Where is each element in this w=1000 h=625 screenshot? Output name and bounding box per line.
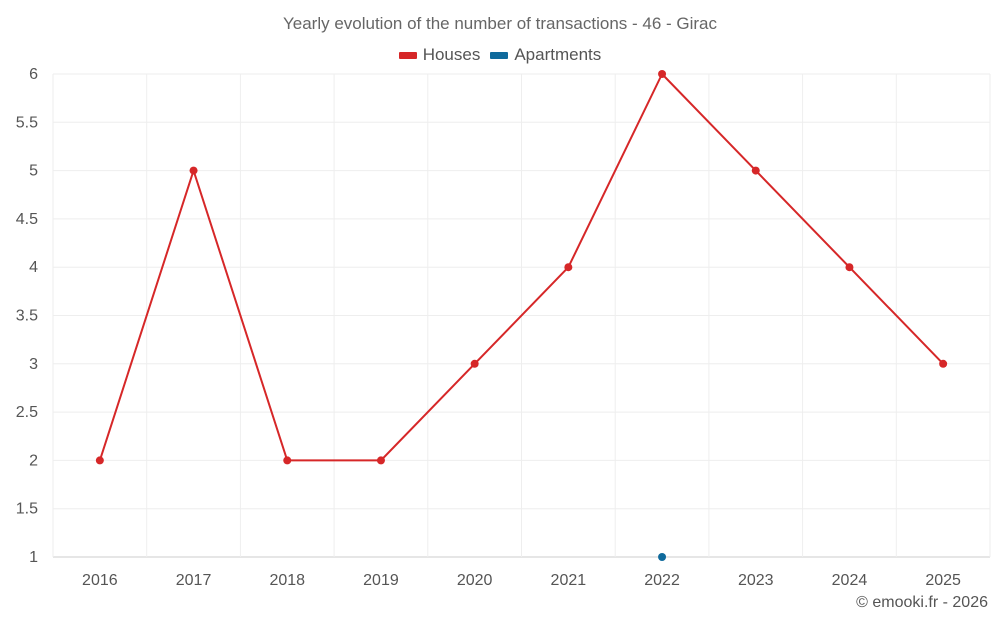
data-point-houses <box>939 359 948 368</box>
y-tick-label: 2.5 <box>16 404 38 421</box>
y-tick-label: 5 <box>29 163 38 180</box>
legend-label-apartments: Apartments <box>514 45 602 64</box>
y-tick-label: 5.5 <box>16 114 38 131</box>
chart-title: Yearly evolution of the number of transa… <box>282 14 718 33</box>
y-tick-label: 4 <box>29 259 38 276</box>
x-tick-label: 2025 <box>925 572 961 589</box>
data-point-houses <box>845 263 854 272</box>
chart-legend: Houses Apartments <box>0 45 1000 65</box>
y-tick-label: 4.5 <box>16 211 38 228</box>
data-point-apartments <box>658 553 667 561</box>
y-tick-label: 1.5 <box>16 501 38 518</box>
data-point-houses <box>189 166 198 175</box>
y-tick-label: 3 <box>29 356 38 373</box>
x-tick-label: 2020 <box>457 572 493 589</box>
x-tick-label: 2018 <box>269 572 305 589</box>
x-tick-label: 2023 <box>738 572 774 589</box>
legend-item-apartments[interactable]: Apartments <box>490 45 601 65</box>
data-point-houses <box>283 456 292 465</box>
data-point-houses <box>751 166 760 175</box>
x-tick-label: 2022 <box>644 572 680 589</box>
data-point-houses <box>95 456 104 465</box>
y-tick-label: 6 <box>29 66 38 83</box>
legend-item-houses[interactable]: Houses <box>398 45 481 65</box>
data-point-houses <box>470 359 479 368</box>
y-tick-label: 1 <box>29 549 38 566</box>
legend-swatch-houses <box>398 51 417 59</box>
x-tick-label: 2017 <box>176 572 212 589</box>
copyright-credit: © emooki.fr - 2026 <box>856 594 988 611</box>
series-line-houses <box>98 73 944 462</box>
x-tick-label: 2021 <box>551 572 587 589</box>
x-tick-label: 2019 <box>363 572 399 589</box>
legend-label-houses: Houses <box>422 45 481 64</box>
data-point-houses <box>376 456 385 465</box>
x-tick-label: 2024 <box>832 572 868 589</box>
data-point-houses <box>564 263 573 272</box>
data-point-houses <box>658 70 667 78</box>
y-tick-label: 3.5 <box>16 308 38 325</box>
x-tick-label: 2016 <box>82 572 118 589</box>
legend-swatch-apartments <box>490 51 509 59</box>
y-tick-label: 2 <box>29 452 38 469</box>
